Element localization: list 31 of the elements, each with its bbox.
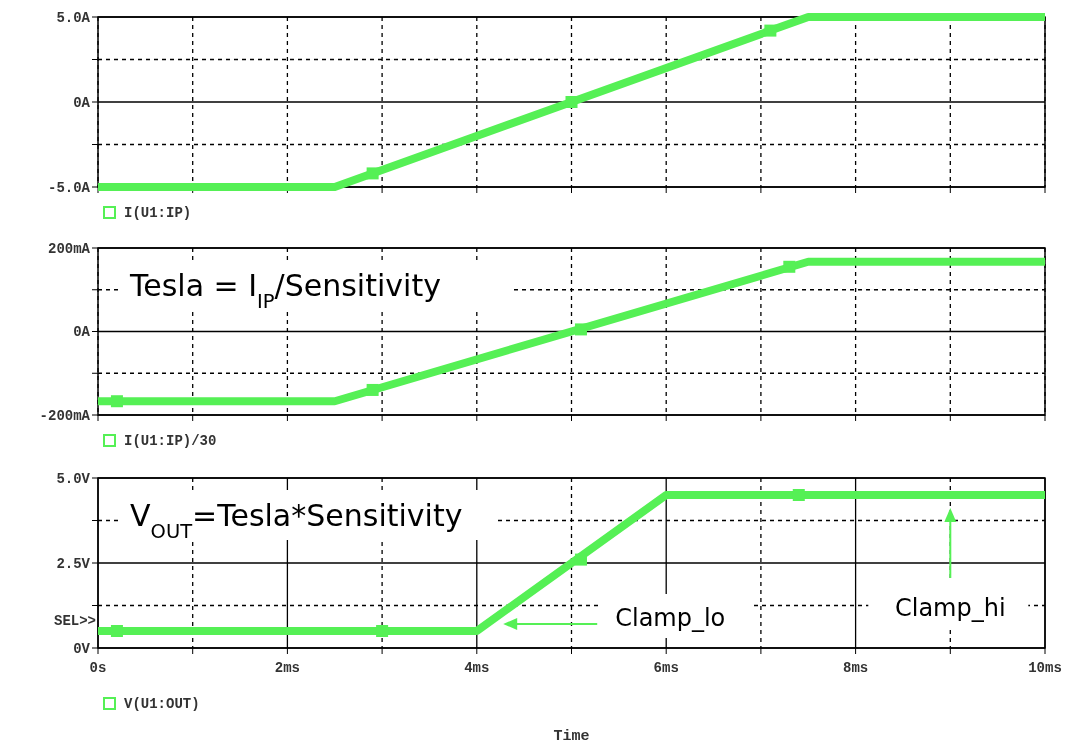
legend-label: I(U1:IP)/30 — [124, 433, 217, 449]
legend-label: V(U1:OUT) — [124, 696, 200, 712]
x-tick-label: 0s — [89, 660, 107, 676]
point — [565, 96, 578, 108]
x-tick-label: 10ms — [1028, 660, 1062, 676]
x-tick-label: 8ms — [842, 660, 869, 676]
point — [764, 24, 777, 37]
y-tick-label: 5.0V — [56, 470, 91, 487]
point — [574, 553, 587, 566]
y-tick-label: 5.0A — [56, 9, 91, 26]
x-tick-label: 6ms — [653, 660, 679, 676]
point — [783, 260, 796, 273]
y-tick-label: -5.0A — [47, 179, 91, 196]
x-tick-label: 4ms — [464, 660, 490, 676]
annotation: Clamp_lo — [615, 604, 726, 632]
annotation: V$_{OUT}$=Tesla*Sensitivity — [130, 498, 463, 543]
annotation: Clamp_hi — [894, 594, 1006, 622]
y-tick-label: -200mA — [39, 407, 91, 424]
legend-label: I(U1:IP) — [124, 205, 192, 221]
annotation: Tesla = I$_{IP}$/Sensitivity — [129, 268, 441, 313]
y-tick-label: 0A — [73, 94, 91, 111]
y-tick-label: 200mA — [47, 240, 91, 257]
text: SEL>> — [53, 612, 96, 629]
x-tick-label: 2ms — [274, 660, 301, 676]
y-tick-label: 2.5V — [56, 555, 91, 572]
point — [366, 383, 379, 396]
y-tick-label: 0V — [73, 640, 91, 657]
y-tick-label: 0A — [73, 324, 91, 341]
x-axis-title: Time — [553, 728, 590, 745]
point — [366, 167, 379, 180]
point — [574, 323, 587, 336]
